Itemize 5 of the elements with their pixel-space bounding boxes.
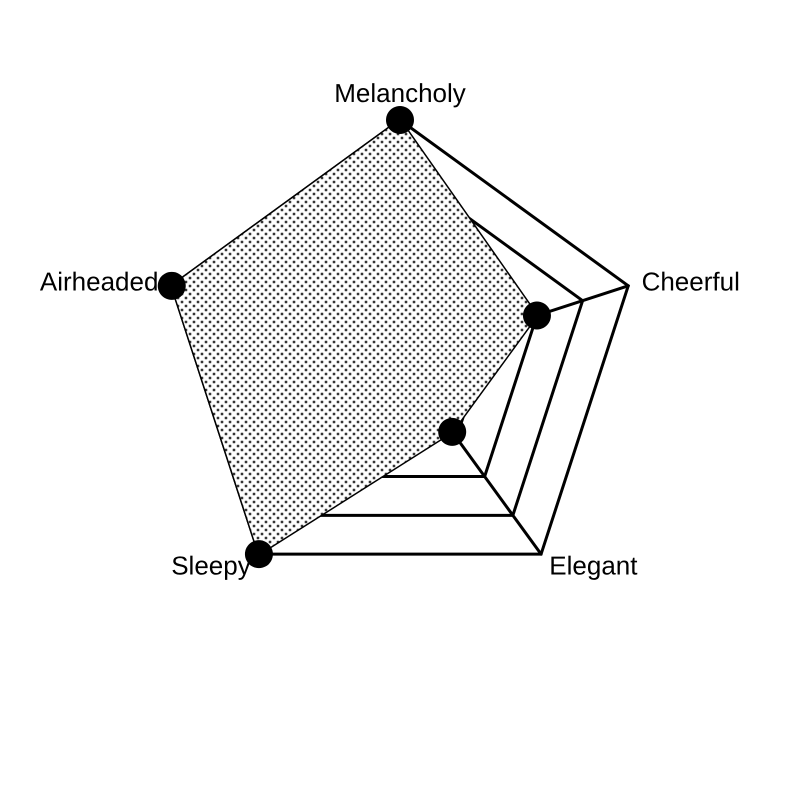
spoke-label: Airheaded (40, 266, 158, 297)
spoke-label: Sleepy (171, 550, 251, 580)
spoke-label: Elegant (549, 550, 638, 580)
spoke-label: Cheerful (642, 266, 740, 297)
spoke-label: Melancholy (334, 78, 466, 108)
